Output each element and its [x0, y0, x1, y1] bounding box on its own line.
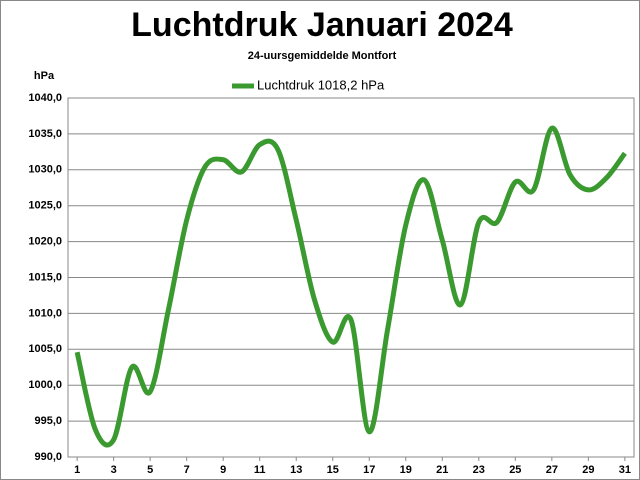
- y-tick-label: 1035,0: [28, 128, 62, 140]
- y-axis-label: hPa: [34, 70, 55, 82]
- x-tick-label: 13: [290, 464, 302, 476]
- x-tick-label: 7: [184, 464, 190, 476]
- y-tick-label: 1025,0: [28, 200, 62, 212]
- y-tick-label: 1030,0: [28, 164, 62, 176]
- x-tick-label: 17: [363, 464, 375, 476]
- y-tick-label: 1005,0: [28, 343, 62, 355]
- y-tick-label: 1015,0: [28, 271, 62, 283]
- x-tick-label: 5: [147, 464, 153, 476]
- y-tick-label: 995,0: [34, 415, 62, 427]
- x-tick-label: 19: [400, 464, 412, 476]
- x-tick-label: 31: [619, 464, 631, 476]
- legend-label: Luchtdruk 1018,2 hPa: [257, 77, 385, 92]
- x-tick-label: 9: [220, 464, 226, 476]
- x-tick-label: 1: [74, 464, 80, 476]
- x-tick-label: 15: [327, 464, 339, 476]
- y-tick-label: 1020,0: [28, 236, 62, 248]
- x-tick-label: 29: [582, 464, 594, 476]
- chart-subtitle: 24-uursgemiddelde Montfort: [248, 50, 397, 62]
- y-tick-label: 990,0: [34, 451, 62, 463]
- x-tick-label: 25: [509, 464, 521, 476]
- x-tick-label: 27: [546, 464, 558, 476]
- y-tick-label: 1000,0: [28, 379, 62, 391]
- y-tick-label: 1040,0: [28, 92, 62, 104]
- y-tick-label: 1010,0: [28, 307, 62, 319]
- x-tick-label: 23: [473, 464, 485, 476]
- chart-title: Luchtdruk Januari 2024: [131, 6, 513, 44]
- x-tick-label: 21: [436, 464, 448, 476]
- x-tick-label: 3: [111, 464, 117, 476]
- x-tick-label: 11: [254, 464, 266, 476]
- data-line: [74, 125, 627, 448]
